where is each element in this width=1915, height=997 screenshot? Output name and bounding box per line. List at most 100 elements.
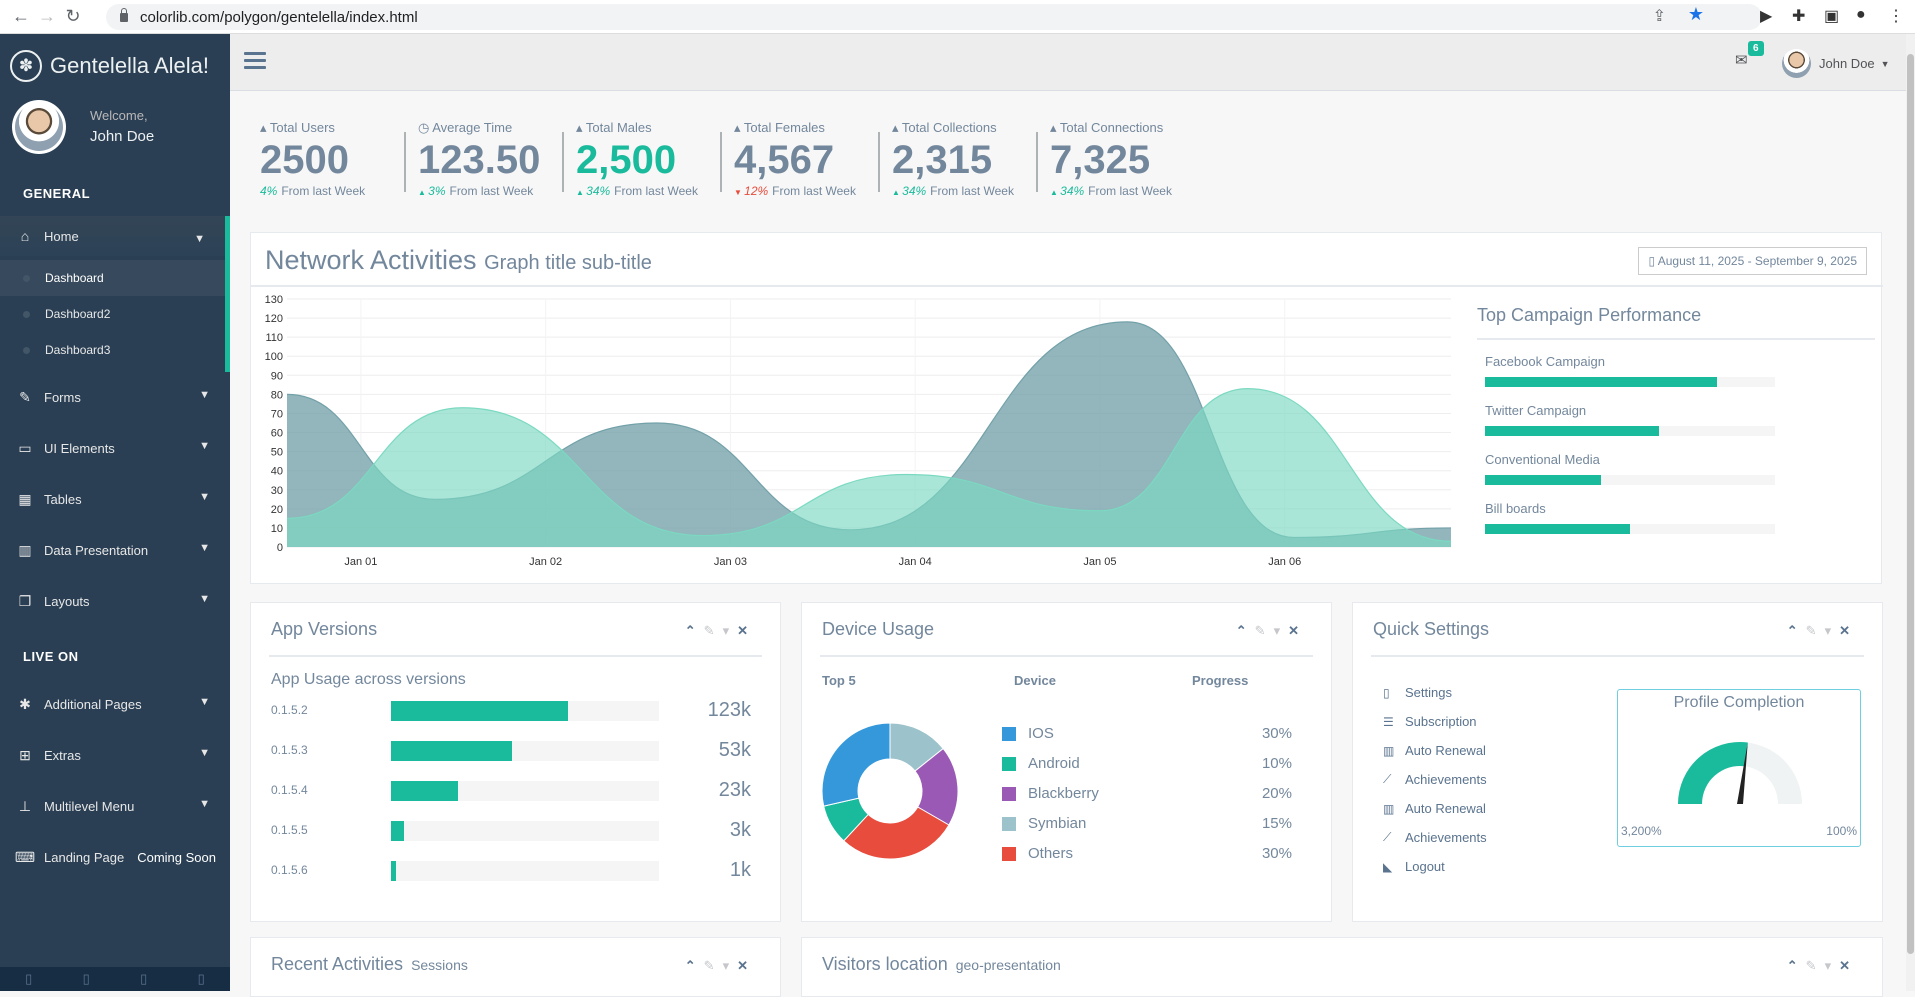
wrench-icon[interactable]: ✎▾ bbox=[703, 958, 738, 973]
menu-icon[interactable]: ⋮ bbox=[1888, 8, 1904, 25]
y-tick-label: 10 bbox=[271, 523, 283, 535]
url-text: colorlib.com/polygon/gentelella/index.ht… bbox=[140, 8, 418, 26]
panel-title: Device Usage bbox=[822, 619, 935, 639]
sidebar-item-layouts[interactable]: ❐ Layouts ▼ bbox=[0, 576, 230, 627]
fullscreen-icon[interactable]: ▯ bbox=[82, 971, 90, 986]
chevron-down-icon: ▼ bbox=[194, 233, 205, 245]
device-percent: 30% bbox=[1261, 725, 1292, 742]
sidebar-item-ui-elements[interactable]: ▭ UI Elements ▼ bbox=[0, 423, 230, 474]
user-name: John Doe bbox=[1819, 56, 1875, 71]
version-label: 0.1.5.4 bbox=[271, 783, 308, 797]
envelope-icon[interactable]: ✉ bbox=[1735, 52, 1748, 69]
wrench-icon[interactable]: ✎▾ bbox=[1805, 958, 1840, 973]
progress-fill bbox=[391, 781, 458, 801]
chevron-down-icon: ▼ bbox=[199, 389, 210, 401]
wrench-icon[interactable]: ✎▾ bbox=[1805, 623, 1840, 638]
sidebar-subitem-dashboard2[interactable]: Dashboard2 bbox=[0, 296, 225, 332]
collapse-icon[interactable]: ⌃ bbox=[1235, 623, 1255, 638]
stat-count: 2,315 bbox=[892, 138, 993, 182]
stat-label: ▴ Total Females bbox=[734, 120, 878, 136]
address-bar[interactable]: colorlib.com/polygon/gentelella/index.ht… bbox=[106, 4, 1762, 30]
extensions-icon[interactable]: ✚ bbox=[1792, 8, 1806, 25]
bookmark-star-icon[interactable]: ★ bbox=[1687, 4, 1704, 24]
collapse-icon[interactable]: ⌃ bbox=[1786, 623, 1806, 638]
quick-setting-link[interactable]: ☰ Subscription bbox=[1383, 714, 1477, 729]
share-icon[interactable]: ⇪ bbox=[1652, 8, 1666, 25]
area-series-2 bbox=[287, 388, 1451, 547]
back-icon[interactable]: ← bbox=[12, 6, 30, 26]
page-scrollbar[interactable] bbox=[1906, 34, 1915, 991]
panel-toolbox: ⌃✎▾✕ bbox=[1236, 623, 1307, 639]
divider bbox=[269, 655, 762, 657]
sidebar-item-forms[interactable]: ✎ Forms ▼ bbox=[0, 372, 230, 423]
sidebar-item-landing-page[interactable]: ⌨ Landing Page Coming Soon bbox=[0, 832, 230, 883]
sidebar-subitem-dashboard[interactable]: Dashboard bbox=[0, 260, 225, 296]
close-icon[interactable]: ✕ bbox=[1288, 623, 1307, 638]
reload-icon[interactable]: ↻ bbox=[65, 6, 81, 26]
close-icon[interactable]: ✕ bbox=[1839, 623, 1858, 638]
y-tick-label: 100 bbox=[265, 351, 283, 363]
caret-down-icon: ▼ bbox=[1880, 58, 1890, 69]
donut-slice bbox=[843, 806, 950, 860]
logout-icon[interactable]: ▯ bbox=[197, 971, 205, 986]
arrow-up-icon: ▲ bbox=[892, 188, 903, 197]
network-subtitle: Graph title sub-title bbox=[484, 252, 652, 274]
date-range-text: August 11, 2025 - September 9, 2025 bbox=[1657, 254, 1857, 268]
network-area-chart: 0 10 20 30 40 50 60 70 80 90 100 110 120 130 Jan 01 Jan… bbox=[265, 294, 1451, 568]
collapse-icon[interactable]: ⌃ bbox=[684, 958, 704, 973]
gauge-min-label: 3,200% bbox=[1621, 824, 1662, 838]
sidebar-item-label: UI Elements bbox=[44, 441, 115, 456]
date-range-picker[interactable]: ▯ August 11, 2025 - September 9, 2025 bbox=[1638, 247, 1867, 275]
quick-setting-link[interactable]: ⟋ Achievements bbox=[1383, 830, 1487, 845]
chevron-down-icon: ▼ bbox=[199, 593, 210, 605]
quick-setting-link[interactable]: ▥ Auto Renewal bbox=[1383, 801, 1486, 816]
version-row: 0.1.5.6 1k bbox=[271, 859, 751, 881]
quick-setting-link[interactable]: ▯ Settings bbox=[1383, 685, 1452, 700]
brand[interactable]: ✽ Gentelella Alela! bbox=[0, 34, 230, 98]
legend-swatch bbox=[1002, 847, 1016, 861]
chevron-down-icon: ▼ bbox=[199, 491, 210, 503]
lock-icon[interactable]: ▯ bbox=[140, 971, 148, 986]
close-icon[interactable]: ✕ bbox=[1839, 958, 1858, 973]
wrench-icon[interactable]: ✎▾ bbox=[1254, 623, 1289, 638]
stat-percent: 4% bbox=[260, 184, 278, 198]
quick-setting-link[interactable]: ◣ Logout bbox=[1383, 859, 1445, 874]
stat-footer: ▲ 34% From last Week bbox=[576, 184, 720, 198]
sidebar-item-home[interactable]: ⌂ Home ▼ bbox=[0, 216, 230, 256]
quick-setting-link[interactable]: ▥ Auto Renewal bbox=[1383, 743, 1486, 758]
version-value: 3k bbox=[729, 819, 751, 841]
progress-fill bbox=[1485, 475, 1601, 485]
settings-icon[interactable]: ▯ bbox=[25, 971, 33, 986]
user-dropdown[interactable]: John Doe ▼ bbox=[1782, 49, 1890, 78]
welcome-text: Welcome, bbox=[90, 108, 148, 123]
chevron-down-icon: ▼ bbox=[199, 542, 210, 554]
campaign-item: Facebook Campaign bbox=[1477, 354, 1875, 387]
panel-title: App Versions bbox=[271, 619, 378, 639]
forward-icon[interactable]: → bbox=[38, 6, 56, 26]
sidebar-item-data-presentation[interactable]: ▥ Data Presentation ▼ bbox=[0, 525, 230, 576]
play-icon[interactable]: ▶ bbox=[1760, 8, 1773, 25]
quick-setting-label: Auto Renewal bbox=[1405, 743, 1486, 758]
collapse-icon[interactable]: ⌃ bbox=[684, 623, 704, 638]
close-icon[interactable]: ✕ bbox=[737, 958, 756, 973]
sidebar-item-extras[interactable]: ⊞ Extras ▼ bbox=[0, 730, 230, 781]
collapse-icon[interactable]: ⌃ bbox=[1786, 958, 1806, 973]
panel-title: Visitors location geo-presentation bbox=[822, 954, 1061, 975]
sidebar-item-additional-pages[interactable]: ✱ Additional Pages ▼ bbox=[0, 679, 230, 730]
profile-icon[interactable]: ● bbox=[1856, 6, 1866, 23]
sidebar-subitem-dashboard3[interactable]: Dashboard3 bbox=[0, 332, 225, 368]
top-navigation: ✉ 6 John Doe ▼ bbox=[230, 34, 1906, 91]
sidepanel-icon[interactable]: ▣ bbox=[1824, 8, 1840, 25]
wrench-icon[interactable]: ✎▾ bbox=[703, 623, 738, 638]
stat-count: 123.50 bbox=[418, 138, 541, 182]
stat-percent: 34% bbox=[1060, 184, 1085, 198]
version-row: 0.1.5.2 123k bbox=[271, 699, 751, 721]
sidebar-item-label: Landing Page bbox=[44, 850, 125, 865]
profile-name: John Doe bbox=[90, 128, 155, 145]
sidebar-item-multilevel-menu[interactable]: ⊥ Multilevel Menu ▼ bbox=[0, 781, 230, 832]
sitemap-icon: ⊥ bbox=[18, 798, 32, 814]
close-icon[interactable]: ✕ bbox=[737, 623, 756, 638]
menu-toggle-icon[interactable] bbox=[244, 52, 266, 73]
quick-setting-link[interactable]: ⟋ Achievements bbox=[1383, 772, 1487, 787]
sidebar-item-tables[interactable]: ▦ Tables ▼ bbox=[0, 474, 230, 525]
